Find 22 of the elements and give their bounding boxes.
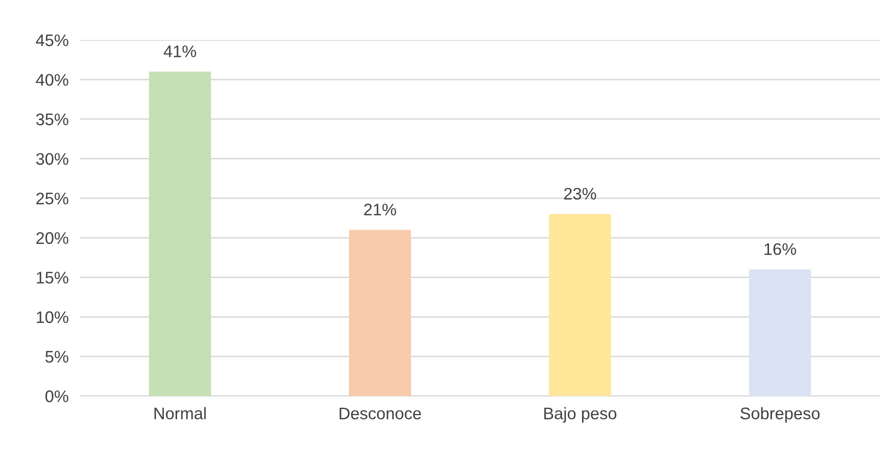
bar	[149, 72, 211, 396]
data-label: 16%	[764, 243, 796, 256]
y-tick-label: 5%	[45, 350, 68, 363]
y-tick-label: 30%	[36, 153, 68, 165]
data-label: 41%	[164, 46, 196, 58]
y-tick-label: 0%	[45, 390, 68, 402]
bar	[549, 214, 611, 396]
y-tick-label: 10%	[36, 311, 68, 324]
bar	[349, 230, 411, 396]
x-tick-label: Normal	[154, 407, 206, 420]
x-tick-label: Bajo peso	[544, 407, 616, 423]
y-tick-label: 20%	[36, 232, 68, 244]
y-tick-label: 45%	[36, 34, 68, 46]
x-tick-label: Desconoce	[340, 408, 421, 420]
data-label: 21%	[364, 204, 396, 216]
y-tick-label: 35%	[36, 114, 68, 126]
data-label: 23%	[564, 188, 596, 200]
y-tick-label: 15%	[36, 272, 68, 284]
y-tick-label: 25%	[36, 192, 68, 204]
x-tick-label: Sobrepeso	[740, 407, 820, 423]
bar	[749, 269, 811, 396]
y-tick-label: 40%	[36, 74, 68, 86]
